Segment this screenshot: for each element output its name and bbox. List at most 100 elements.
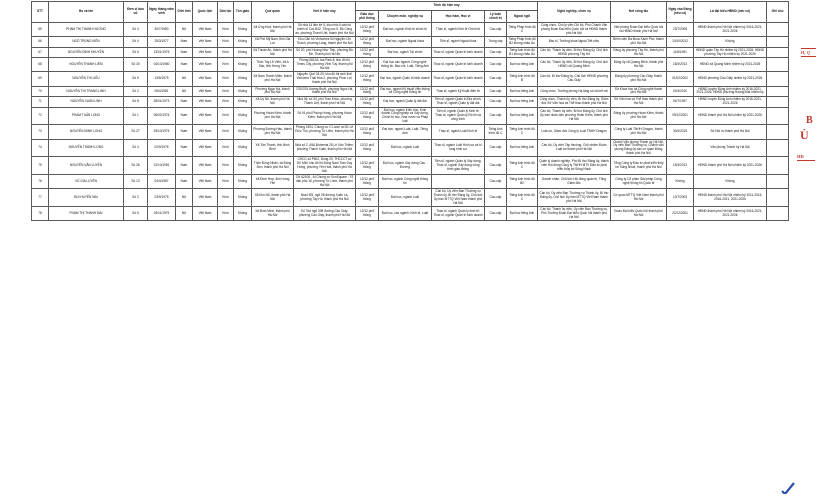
cell-general-edu: 12/12 phổ thông xyxy=(355,106,379,126)
cell-profession: Đại học, ngành Quản trị kinh doanh xyxy=(378,71,432,87)
cell-name: PHẠM TUẤN LONG xyxy=(48,106,124,126)
cell-workplace: Cơ quan MTTQ Việt Nam thành phố Hà Nội xyxy=(610,188,668,208)
cell-stt: 70 xyxy=(31,85,49,98)
cell-name: NGUYỄN MINH LONG xyxy=(48,124,124,140)
cell-general-edu: 12/12 phổ thông xyxy=(355,96,379,108)
cell-stt: 68 xyxy=(31,57,49,73)
col-header-profession: Chuyên môn, nghiệp vụ xyxy=(378,9,432,24)
cell-politics: Cao cấp xyxy=(484,174,507,190)
cell-general-edu: 12/12 phổ thông xyxy=(355,46,379,59)
cell-academic: Cán bộ, Ủy viên Ban Thường vụ Thành ủy, … xyxy=(431,188,485,208)
cell-unit: Số 26 xyxy=(123,156,148,176)
cell-stt: 67 xyxy=(31,46,49,59)
cell-stt: 65 xyxy=(31,22,49,38)
cell-hometown: Xã Đình Hợp, tỉnh Hưng Yên xyxy=(251,174,294,190)
cell-name: BÙI HUYỀN MAI xyxy=(48,188,124,208)
cell-academic: Thạc sĩ, ngành Luật Kinh tế xyxy=(431,124,485,140)
cell-profession: Đại học các ngành: Công nghệ thông tin, … xyxy=(378,57,432,73)
cell-party-date: 02/4/2010 xyxy=(666,85,695,98)
table-row: 71 NGUYỄN XUÂN LINH Số 8 28/01/1973 Nam Việt … xyxy=(31,96,790,108)
cell-ethnicity: Kinh xyxy=(217,124,234,140)
cell-hdnd: Không xyxy=(693,36,768,48)
col-header-nationality: Quốc tịch xyxy=(192,0,218,24)
cell-hometown: Xã Uy Nỗ, thành phố Hà Nội xyxy=(251,96,294,108)
cell-hdnd: HĐND thành phố Hà Nội nhiệm kỳ 2016-2021… xyxy=(693,206,768,222)
col-header-note: Ghi chú xyxy=(766,0,790,24)
cell-general-edu: 12/12 phổ thông xyxy=(355,174,379,190)
cell-religion: Không xyxy=(233,96,252,108)
cell-hometown: Xã Tân Thanh, tỉnh Ninh Bình xyxy=(251,138,294,158)
cell-profession: Đại học, ngành Kiến trúc, Kinh doanh Côn… xyxy=(378,106,432,126)
cell-nationality: Việt Nam xyxy=(192,174,218,190)
cell-job: Công chức, Chi ủy viên Chi bộ, Phó Chánh… xyxy=(537,22,612,38)
cell-job: Cán bộ, Bí thư Đảng ủy, Chủ tịch HĐND ph… xyxy=(537,71,612,87)
cell-dob: 28/01/1973 xyxy=(147,96,176,108)
cell-ethnicity: Kinh xyxy=(217,36,234,48)
cell-profession: Đại học, ngành Kỹ thuật Viễn thông và Cô… xyxy=(378,85,432,98)
cell-hdnd: Không xyxy=(693,174,768,190)
table-row: 67 NGUYỄN ĐÌNH KHUYẾN Số 6 13/01/1976 Nam Việ… xyxy=(31,46,790,59)
seal-fragment-letter-b: B xyxy=(806,115,813,126)
cell-job: Cán bộ, Ủy viên Tập thường, Chủ nhiệm Đo… xyxy=(537,138,612,158)
cell-workplace: Đảng ủy phường Tây Hồ, thành phố Hà Nội xyxy=(610,46,668,59)
cell-hdnd: HĐND huyện Đông Anh nhiệm kỳ 2016-2021, … xyxy=(693,96,768,108)
cell-dob: 05/4/1981 xyxy=(147,85,176,98)
cell-stt: 76 xyxy=(31,174,49,190)
cell-ethnicity: Kinh xyxy=(217,46,234,59)
cell-dob: 13/5/1975 xyxy=(147,71,176,87)
cell-address: Nhà 06, số 33, phố Trần Khúc, phường Tha… xyxy=(293,96,356,108)
cell-address: Số 91 phố Phùng Hưng, phường Hoàn Kiếm, … xyxy=(293,106,356,126)
cell-workplace: Bệnh viện Đa khoa Xanh Pôn, thành phố Hà… xyxy=(610,36,668,48)
cell-unit: Số 8 xyxy=(123,96,148,108)
cell-academic xyxy=(431,174,485,190)
cell-address: CH A2108 - AI Chung cư SunSquare - Tổ dâ… xyxy=(293,174,356,190)
cell-sex: Nữ xyxy=(175,71,193,87)
cell-address: Phòng 0812A, tòa Park 8, khu đô thị Time… xyxy=(293,57,356,73)
cell-sex: Nam xyxy=(175,106,193,126)
table-row: 66 NGÔ TRUNG KIÊN Số 4 25/3/1977 Nam Việt Nam… xyxy=(31,36,790,48)
cell-dob: 03/9/1975 xyxy=(147,188,176,208)
cell-language: Đại học tiếng Anh xyxy=(505,206,539,222)
col-header-general-edu: Giáo dục phổ thông xyxy=(355,9,379,24)
cell-job: Công chức, Thành ủy viên, Bí thư Đảng ủy… xyxy=(537,96,612,108)
cell-unit: Số 6 xyxy=(123,46,148,59)
cell-name: NGUYỄN THANH LIÊM xyxy=(48,57,124,73)
cell-stt: 77 xyxy=(31,188,49,208)
cell-party-date: 10/10/2012 xyxy=(666,36,695,48)
cell-party-date xyxy=(666,138,695,158)
cell-academic: Thạc sĩ, ngành Quản lý kinh tế; Thạc sĩ,… xyxy=(431,206,485,222)
cell-unit: Số 6 xyxy=(123,206,148,222)
table-row: 76 VŨ GIA LUYỆN Số 13 04/4/1987 Nam Việt Nam K… xyxy=(31,174,790,190)
cell-general-edu: 12/12 phổ thông xyxy=(355,188,379,208)
cell-religion: Không xyxy=(233,85,252,98)
cell-profession: Đại học, ngành Quản lý đất đai xyxy=(378,96,432,108)
cell-sex: Nữ xyxy=(175,85,193,98)
cell-nationality: Việt Nam xyxy=(192,138,218,158)
cell-politics: Cao cấp xyxy=(484,57,507,73)
cell-religion: Không xyxy=(233,156,252,176)
cell-address: Khu Căn hộ Vinhomes 54 Nguyễn Chí Thanh,… xyxy=(293,36,356,48)
cell-job: Doanh nhân, Chủ tịch Hội đồng quản trị, … xyxy=(537,174,612,190)
cell-ethnicity: Kinh xyxy=(217,156,234,176)
col-header-stt: STT xyxy=(31,0,49,24)
seal-fragment-letter-u: Ù xyxy=(800,128,809,142)
cell-sex: Nam xyxy=(175,156,193,176)
cell-workplace: Sở Văn hóa và Thể thao thành phố Hà Nội xyxy=(610,96,668,108)
table-row: 75 NGUYỄN VĂN LUYẾN Số 26 12/10/1981 Nam Việt… xyxy=(31,156,790,176)
cell-address: 7/20/376 đường Bưởi, phường Ngọc Hà, thà… xyxy=(293,85,356,98)
cell-job: Cán bộ, Thành ủy viên, Bí thư Đảng ủy, C… xyxy=(537,106,612,126)
cell-hometown: Thôn Đồng Nhân, xã Đông Sơn, thành phố H… xyxy=(251,156,294,176)
cell-note xyxy=(766,174,790,190)
cell-name: NGUYỄN ĐÌNH KHUYẾN xyxy=(48,46,124,59)
cell-party-date: 15/3/2013 xyxy=(666,156,695,176)
cell-ethnicity: Kinh xyxy=(217,106,234,126)
cell-ethnicity: Kinh xyxy=(217,188,234,208)
cell-sex: Nữ xyxy=(175,188,193,208)
cell-religion: Không xyxy=(233,71,252,87)
cell-profession: Đại học, ngành Kinh tế chính trị xyxy=(378,22,432,38)
cell-politics: Tiếng Anh trình độ C xyxy=(484,124,507,140)
cell-note xyxy=(766,106,790,126)
cell-general-edu: 12/12 phổ thông xyxy=(355,156,379,176)
cell-dob: 04/4/1987 xyxy=(147,174,176,190)
cell-profession: Đại học, ngành Luật xyxy=(378,138,432,158)
